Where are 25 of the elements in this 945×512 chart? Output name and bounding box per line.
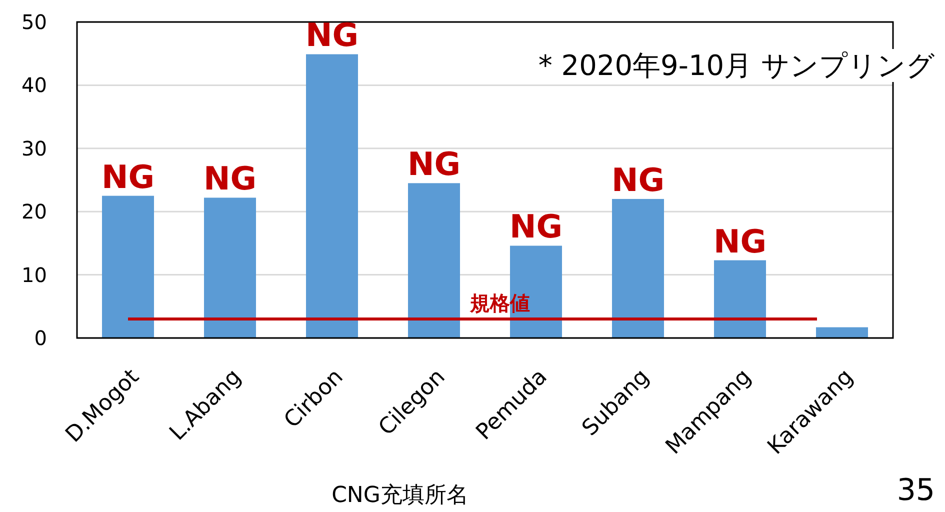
y-tick-label: 10 (22, 262, 47, 287)
text: 35 (896, 473, 935, 508)
bar (714, 260, 766, 338)
annotation: NG (101, 158, 155, 196)
y-tick-label: 40 (22, 73, 47, 98)
annotation: NG (407, 145, 461, 184)
ref-line-label: 規格値 (469, 291, 530, 316)
bar (510, 246, 562, 338)
bar (612, 198, 664, 338)
x-axis-title: CNG充填所名 (332, 483, 468, 508)
annotation: NG (509, 208, 563, 246)
annotation: NG (305, 16, 359, 54)
annotation: * 2020年9-10月 サンプリング (538, 49, 935, 82)
annotation: NG (611, 160, 665, 199)
bar (408, 183, 460, 338)
annotation: NG (203, 160, 257, 198)
bar (102, 196, 154, 338)
y-tick-label: 30 (22, 136, 47, 160)
y-tick-label: 20 (22, 200, 47, 224)
y-tick-label: 50 (22, 10, 47, 34)
bar (816, 327, 868, 338)
annotation: NG (713, 222, 767, 260)
y-tick-label: 0 (34, 326, 47, 350)
bar (204, 198, 256, 338)
bar (306, 54, 358, 338)
